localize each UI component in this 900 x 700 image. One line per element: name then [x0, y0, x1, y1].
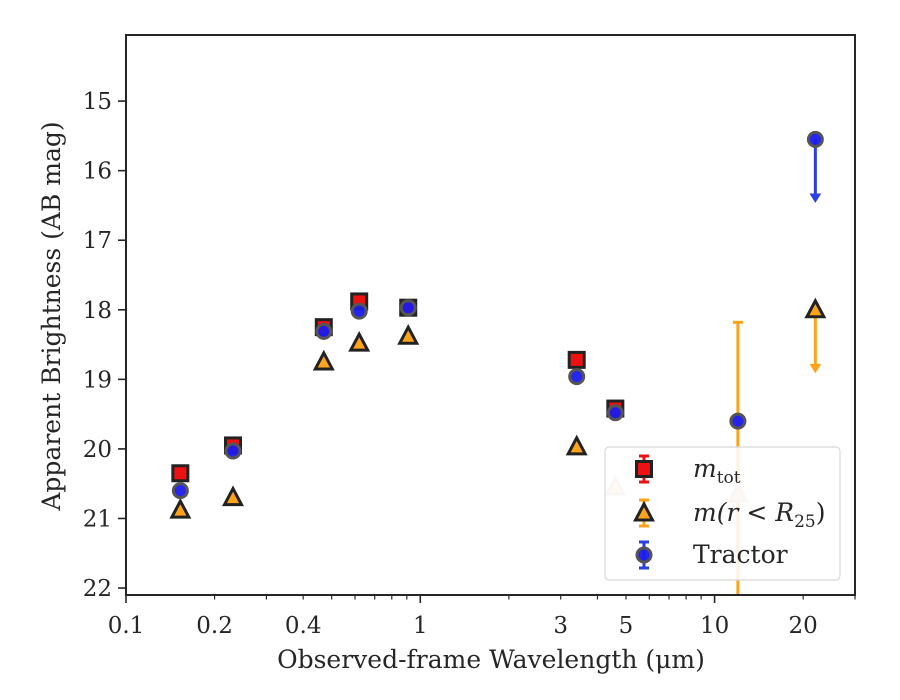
data-point: [315, 322, 333, 340]
y-tick-label: 22: [83, 576, 112, 602]
x-tick-label: 0.1: [108, 613, 145, 639]
upper-limit-arrow: [809, 139, 822, 203]
legend-item: Tractor: [635, 540, 788, 570]
legend: mtot m(r < R25) Tractor: [604, 446, 841, 581]
series-circle: [171, 130, 824, 500]
legend-label-main: m: [693, 454, 717, 483]
x-tick-label: 20: [789, 613, 818, 639]
x-tick-label: 0.2: [196, 613, 233, 639]
x-axis-title: Observed-frame Wavelength (μm): [277, 645, 705, 674]
x-tick-label: 0.4: [285, 613, 322, 639]
data-point: [806, 130, 824, 148]
legend-label-main: Tractor: [693, 540, 788, 569]
data-point: [606, 404, 624, 422]
upper-limit-arrowhead: [809, 193, 822, 203]
x-tick-label: 1: [413, 613, 428, 639]
y-axis-title: Apparent Brightness (AB mag): [37, 121, 66, 511]
upper-limit-arrow: [809, 309, 822, 374]
legend-label: Tractor: [693, 540, 788, 569]
data-point: [568, 368, 586, 386]
x-tick-label: 5: [619, 613, 634, 639]
upper-limit-arrowhead: [809, 363, 822, 374]
data-point: [169, 497, 192, 519]
legend-item: m(r < R25): [633, 498, 825, 532]
legend-box: [604, 446, 841, 581]
data-point: [222, 485, 245, 507]
y-tick-label: 19: [83, 367, 112, 393]
y-tick-label: 20: [83, 437, 112, 463]
data-point: [224, 442, 242, 460]
y-tick-label: 17: [83, 228, 112, 254]
data-point: [565, 434, 588, 456]
legend-label-main: m(r < R: [693, 498, 794, 527]
data-point: [171, 464, 190, 483]
data-point: [397, 324, 420, 345]
y-tick-label: 15: [83, 89, 112, 115]
x-tick-label: 10: [700, 613, 729, 639]
plot-frame: [125, 34, 856, 596]
y-tick-label: 18: [83, 298, 112, 324]
legend-label: mtot: [693, 454, 741, 488]
y-tick-label: 16: [83, 159, 112, 185]
y-tick-label: 21: [83, 506, 112, 532]
data-point: [171, 482, 189, 500]
legend-label-subscript: tot: [717, 468, 741, 488]
legend-marker: [633, 500, 655, 522]
data-point: [729, 412, 747, 430]
data-point: [312, 349, 335, 371]
data-point: [348, 330, 371, 352]
legend-marker: [635, 546, 653, 564]
x-tick-label: 3: [553, 613, 568, 639]
data-point: [350, 302, 368, 320]
data-point: [399, 299, 417, 317]
legend-label-rest: ): [816, 498, 826, 527]
data-point: [804, 297, 827, 319]
axes: 0.1 0.2 0.4 1 3 5 10 20 15 16 17 18 19 20 21 22: [83, 34, 856, 639]
legend-item: mtot: [635, 454, 741, 488]
legend-label-subscript: 25: [794, 512, 816, 532]
data-point: [567, 350, 586, 369]
legend-label: m(r < R25): [693, 498, 825, 532]
legend-marker: [635, 460, 653, 478]
